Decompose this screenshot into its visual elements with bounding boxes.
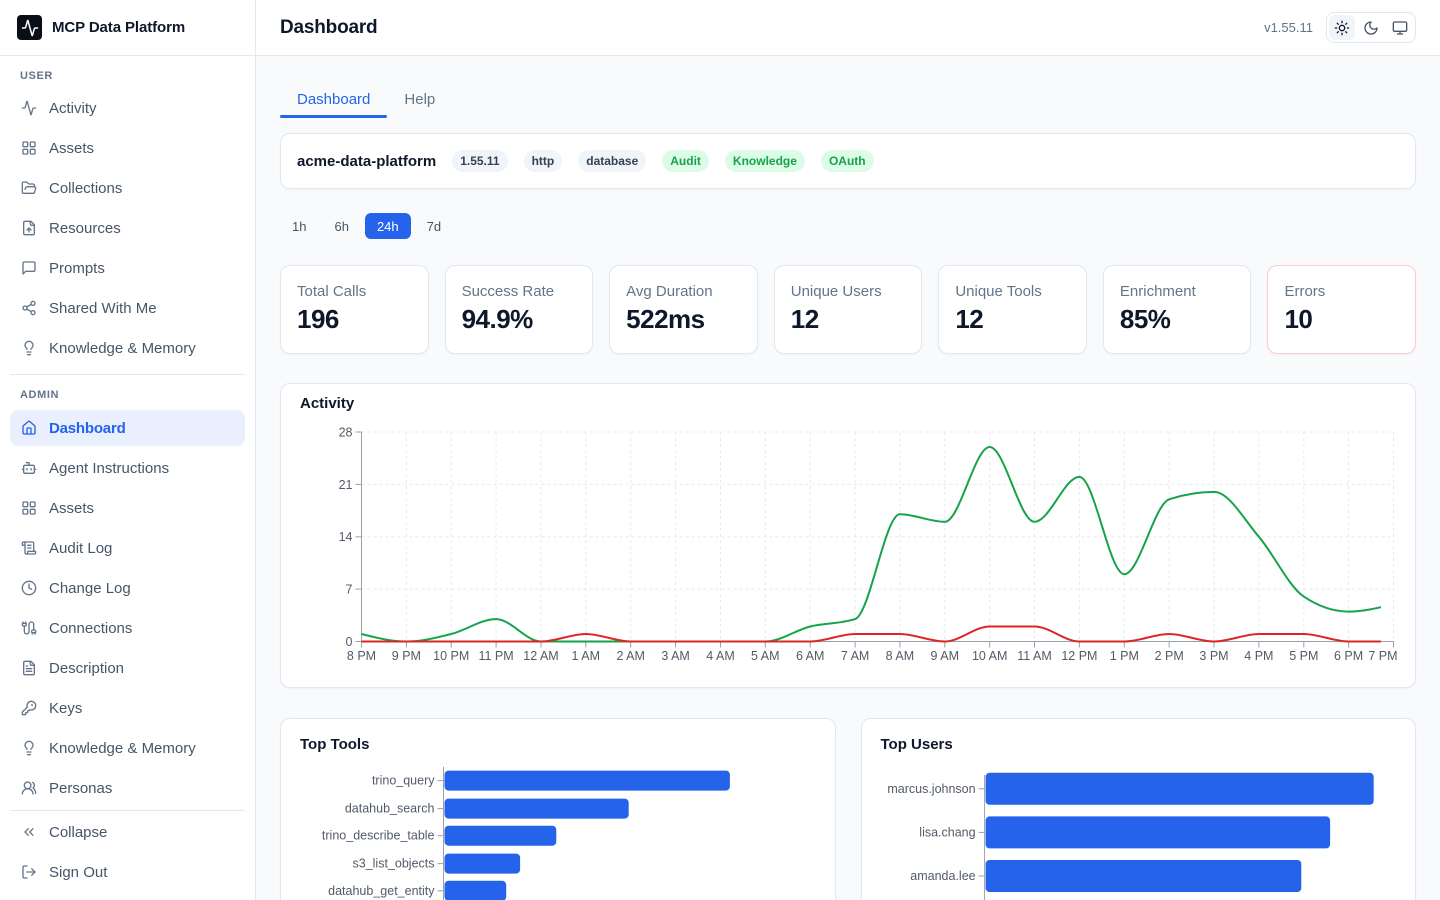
svg-text:s3_list_objects: s3_list_objects <box>353 857 435 871</box>
svg-text:8 AM: 8 AM <box>886 649 915 663</box>
svg-text:10 AM: 10 AM <box>972 649 1007 663</box>
svg-text:trino_query: trino_query <box>372 774 435 788</box>
svg-text:7 PM: 7 PM <box>1368 649 1397 663</box>
svg-text:8 PM: 8 PM <box>347 649 376 663</box>
svg-text:11 PM: 11 PM <box>478 649 513 663</box>
svg-text:28: 28 <box>339 426 353 440</box>
svg-text:12 AM: 12 AM <box>523 649 558 663</box>
svg-text:1 AM: 1 AM <box>572 649 601 663</box>
svg-text:7 AM: 7 AM <box>841 649 870 663</box>
svg-text:6 PM: 6 PM <box>1334 649 1363 663</box>
svg-text:2 AM: 2 AM <box>616 649 645 663</box>
svg-text:7: 7 <box>346 583 353 597</box>
svg-text:9 AM: 9 AM <box>931 649 960 663</box>
svg-text:3 AM: 3 AM <box>661 649 690 663</box>
svg-text:datahub_get_entity: datahub_get_entity <box>328 884 435 898</box>
svg-text:lisa.chang: lisa.chang <box>919 825 975 839</box>
svg-text:6 AM: 6 AM <box>796 649 825 663</box>
svg-text:0: 0 <box>346 635 353 649</box>
svg-text:4 PM: 4 PM <box>1244 649 1273 663</box>
svg-text:trino_describe_table: trino_describe_table <box>322 829 435 843</box>
svg-text:4 AM: 4 AM <box>706 649 735 663</box>
svg-text:11 AM: 11 AM <box>1017 649 1052 663</box>
svg-text:10 PM: 10 PM <box>433 649 469 663</box>
svg-text:2 PM: 2 PM <box>1155 649 1184 663</box>
svg-text:21: 21 <box>339 478 353 492</box>
svg-text:marcus.johnson: marcus.johnson <box>887 782 975 796</box>
svg-text:12 PM: 12 PM <box>1061 649 1097 663</box>
svg-text:9 PM: 9 PM <box>392 649 421 663</box>
svg-text:datahub_search: datahub_search <box>345 802 435 816</box>
svg-text:5 AM: 5 AM <box>751 649 780 663</box>
svg-text:5 PM: 5 PM <box>1289 649 1318 663</box>
svg-text:1 PM: 1 PM <box>1110 649 1139 663</box>
svg-text:3 PM: 3 PM <box>1199 649 1228 663</box>
svg-text:14: 14 <box>339 530 353 544</box>
svg-text:amanda.lee: amanda.lee <box>910 869 975 883</box>
